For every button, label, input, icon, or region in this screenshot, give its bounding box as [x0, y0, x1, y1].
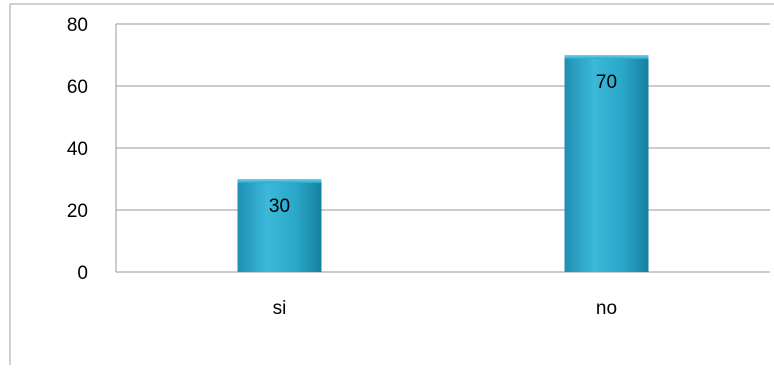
bar-top-highlight	[564, 55, 649, 59]
y-tick-labels: 0 20 40 60 80	[67, 15, 88, 284]
bars	[237, 55, 649, 272]
data-label-si: 30	[269, 196, 290, 217]
x-tick-label-si: si	[273, 298, 287, 319]
gridlines	[116, 23, 770, 273]
y-tick-label: 0	[77, 263, 88, 284]
data-labels: 30 70	[269, 72, 617, 217]
y-tick-label: 20	[67, 201, 88, 222]
y-tick-label: 40	[67, 139, 88, 160]
y-tick-label: 60	[67, 77, 88, 98]
data-label-no: 70	[596, 72, 617, 93]
x-tick-labels: si no	[273, 298, 617, 319]
bar-si	[237, 179, 322, 272]
y-tick-label: 80	[67, 15, 88, 36]
bar-no	[564, 55, 649, 272]
x-tick-label-no: no	[596, 298, 617, 319]
bar-top-highlight	[237, 179, 322, 183]
